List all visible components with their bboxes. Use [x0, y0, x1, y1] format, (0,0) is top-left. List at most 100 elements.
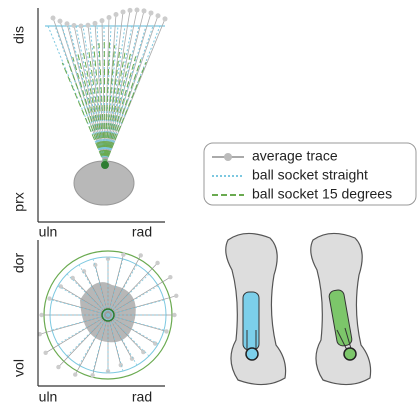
gray-point [138, 253, 143, 258]
x-label-right: rad [132, 224, 152, 240]
gray-point [106, 15, 112, 21]
gray-point [81, 269, 87, 274]
gray-point [99, 18, 105, 24]
gray-point [162, 16, 168, 22]
ball [245, 347, 259, 361]
gray-point [174, 293, 179, 298]
blue-ray [66, 314, 109, 357]
gray-ray [107, 314, 167, 332]
blue-ray [104, 25, 119, 166]
blue-ray [61, 25, 106, 166]
green-ray [104, 50, 126, 166]
blue-ray [51, 314, 109, 331]
gray-ray [104, 11, 124, 166]
blue-ray [104, 25, 112, 166]
blue-ray [57, 314, 109, 345]
legend-label: average trace [252, 148, 338, 164]
bone-straight [225, 232, 287, 386]
socket-straight [242, 291, 260, 351]
blue-ray [104, 25, 126, 166]
gray-point [57, 18, 63, 24]
gray-ray [92, 314, 109, 376]
legend: average trace ball socket straight ball … [203, 142, 417, 206]
trace-rays [37, 252, 179, 378]
gray-point [127, 7, 133, 13]
gray-point [113, 11, 119, 17]
gray-point [47, 296, 52, 301]
green-ray [104, 56, 137, 166]
gray-ray [58, 314, 109, 368]
gray-point [37, 332, 42, 337]
gray-ray [107, 295, 177, 316]
gray-point [164, 329, 169, 334]
blue-ray [104, 25, 133, 166]
green-ray [104, 47, 121, 166]
gray-point [141, 8, 147, 14]
blue-ray [66, 273, 109, 316]
gray-ray [104, 18, 166, 166]
gray-ray [94, 23, 106, 166]
blue-ray [92, 258, 109, 316]
green-ray [104, 59, 142, 166]
gray-point [50, 15, 56, 21]
green-ray [67, 59, 106, 166]
apex [101, 161, 109, 169]
gray-point [39, 312, 44, 318]
x-label-left: uln [39, 389, 58, 405]
legend-marker [224, 153, 232, 161]
green-ray [61, 62, 106, 166]
y-label-top: dor [11, 253, 27, 274]
gray-point [134, 7, 140, 13]
blue-ray [107, 314, 165, 331]
green-ray [103, 40, 106, 166]
gray-ray [49, 298, 109, 316]
blue-ray [57, 285, 109, 316]
gray-ray [74, 314, 109, 375]
gray-ray [107, 255, 142, 316]
green-ray [104, 42, 110, 166]
top-panel: dis prx uln rad [11, 7, 168, 240]
gray-point [141, 349, 146, 355]
gray-point [155, 260, 160, 266]
gray-point [85, 22, 91, 28]
green-ray [104, 53, 131, 166]
blue-ray [47, 25, 106, 166]
socket-rod [336, 329, 349, 353]
blue-ray [92, 314, 109, 372]
gray-point [120, 9, 126, 15]
blue-ray [78, 314, 109, 366]
gray-point [71, 22, 77, 28]
gray-point [43, 350, 48, 355]
gray-point [64, 21, 70, 27]
gray-point [92, 20, 98, 26]
blue-ray [104, 25, 161, 166]
gray-point [172, 312, 177, 318]
blue-ray [82, 25, 106, 166]
blue-ray [107, 258, 124, 316]
green-ray [82, 51, 106, 166]
gray-ray [104, 12, 152, 166]
legend-label: ball socket straight [252, 167, 368, 183]
blue-ray [78, 264, 109, 316]
blue-ray [107, 314, 159, 345]
gray-point [118, 362, 123, 368]
blue-ray [107, 264, 138, 316]
green-ray [72, 57, 106, 166]
gray-point [148, 10, 154, 16]
blue-ray [104, 25, 147, 166]
x-label-right: rad [132, 389, 152, 405]
gray-point [93, 262, 98, 268]
gray-ray [104, 14, 117, 166]
blue-ray [51, 299, 109, 316]
blue-ray [107, 285, 159, 316]
blue-ray [89, 25, 106, 166]
blue-ray [107, 299, 165, 316]
gray-point [73, 372, 78, 377]
y-label-bottom: prx [11, 192, 27, 211]
blue-ray [107, 314, 138, 366]
blue-ray [96, 25, 106, 166]
gray-point [129, 356, 135, 361]
green-ray [88, 48, 106, 166]
green-ray [98, 43, 106, 166]
gray-ray [107, 254, 124, 316]
